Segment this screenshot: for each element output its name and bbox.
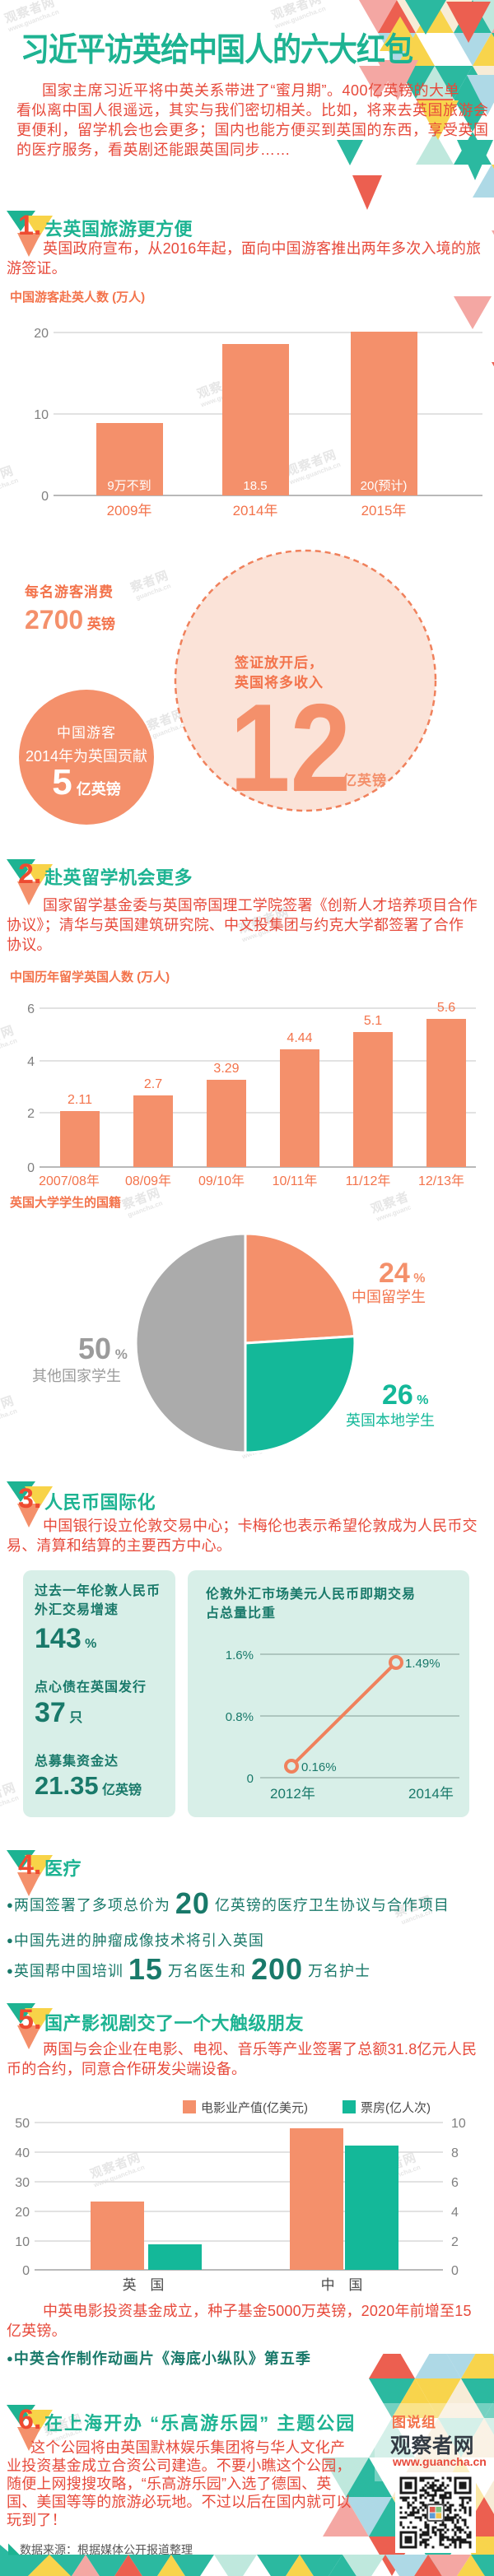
svg-text:电影业产值(亿美元): 电影业产值(亿美元) (201, 2101, 308, 2115)
svg-text:9万不到: 9万不到 (107, 479, 151, 493)
svg-text:2007/08年: 2007/08年 (39, 1174, 100, 1188)
svg-text:2009年: 2009年 (107, 503, 152, 518)
svg-text:6: 6 (27, 1002, 35, 1016)
svg-text:0: 0 (22, 2264, 30, 2278)
svg-text:50: 50 (15, 2117, 30, 2131)
svg-text:8: 8 (451, 2146, 459, 2160)
svg-text:18.5: 18.5 (243, 479, 267, 493)
svg-text:4: 4 (27, 1055, 35, 1069)
svg-text:2014年: 2014年 (233, 503, 278, 518)
svg-text:0.16%: 0.16% (301, 1760, 337, 1774)
svg-text:0: 0 (451, 2264, 459, 2278)
svg-text:10: 10 (34, 408, 49, 422)
svg-text:2012年: 2012年 (270, 1786, 315, 1802)
svg-text:20: 20 (34, 327, 49, 341)
svg-text:5.6: 5.6 (437, 1001, 455, 1015)
svg-text:10/11年: 10/11年 (273, 1174, 318, 1188)
svg-text:2.11: 2.11 (68, 1093, 92, 1107)
svg-text:2: 2 (451, 2235, 459, 2249)
svg-text:4.44: 4.44 (287, 1031, 312, 1045)
svg-text:3.29: 3.29 (213, 1062, 239, 1076)
svg-text:30: 30 (15, 2176, 30, 2190)
svg-text:1.6%: 1.6% (226, 1648, 254, 1662)
svg-text:2015年: 2015年 (361, 503, 407, 518)
svg-text:6: 6 (451, 2176, 459, 2190)
svg-text:40: 40 (15, 2146, 30, 2160)
svg-text:10: 10 (15, 2235, 30, 2249)
svg-text:中 国: 中 国 (321, 2277, 368, 2293)
svg-text:2014年: 2014年 (408, 1786, 454, 1802)
svg-text:12/13年: 12/13年 (418, 1174, 464, 1188)
svg-text:英 国: 英 国 (123, 2277, 170, 2293)
svg-text:2.7: 2.7 (144, 1077, 162, 1091)
svg-text:0: 0 (247, 1772, 254, 1786)
svg-text:11/12年: 11/12年 (346, 1174, 391, 1188)
svg-text:1.49%: 1.49% (405, 1657, 440, 1671)
svg-text:20(预计): 20(预计) (361, 479, 408, 493)
svg-text:0: 0 (27, 1161, 35, 1175)
svg-text:票房(亿人次): 票房(亿人次) (361, 2101, 431, 2115)
svg-text:08/09年: 08/09年 (125, 1174, 171, 1188)
svg-text:0.8%: 0.8% (226, 1710, 254, 1724)
svg-text:10: 10 (451, 2117, 466, 2131)
svg-text:5.1: 5.1 (364, 1014, 382, 1028)
svg-text:2: 2 (27, 1107, 35, 1121)
svg-text:0: 0 (41, 490, 49, 504)
svg-text:4: 4 (451, 2206, 459, 2220)
svg-text:09/10年: 09/10年 (198, 1174, 245, 1188)
svg-text:20: 20 (15, 2206, 30, 2220)
